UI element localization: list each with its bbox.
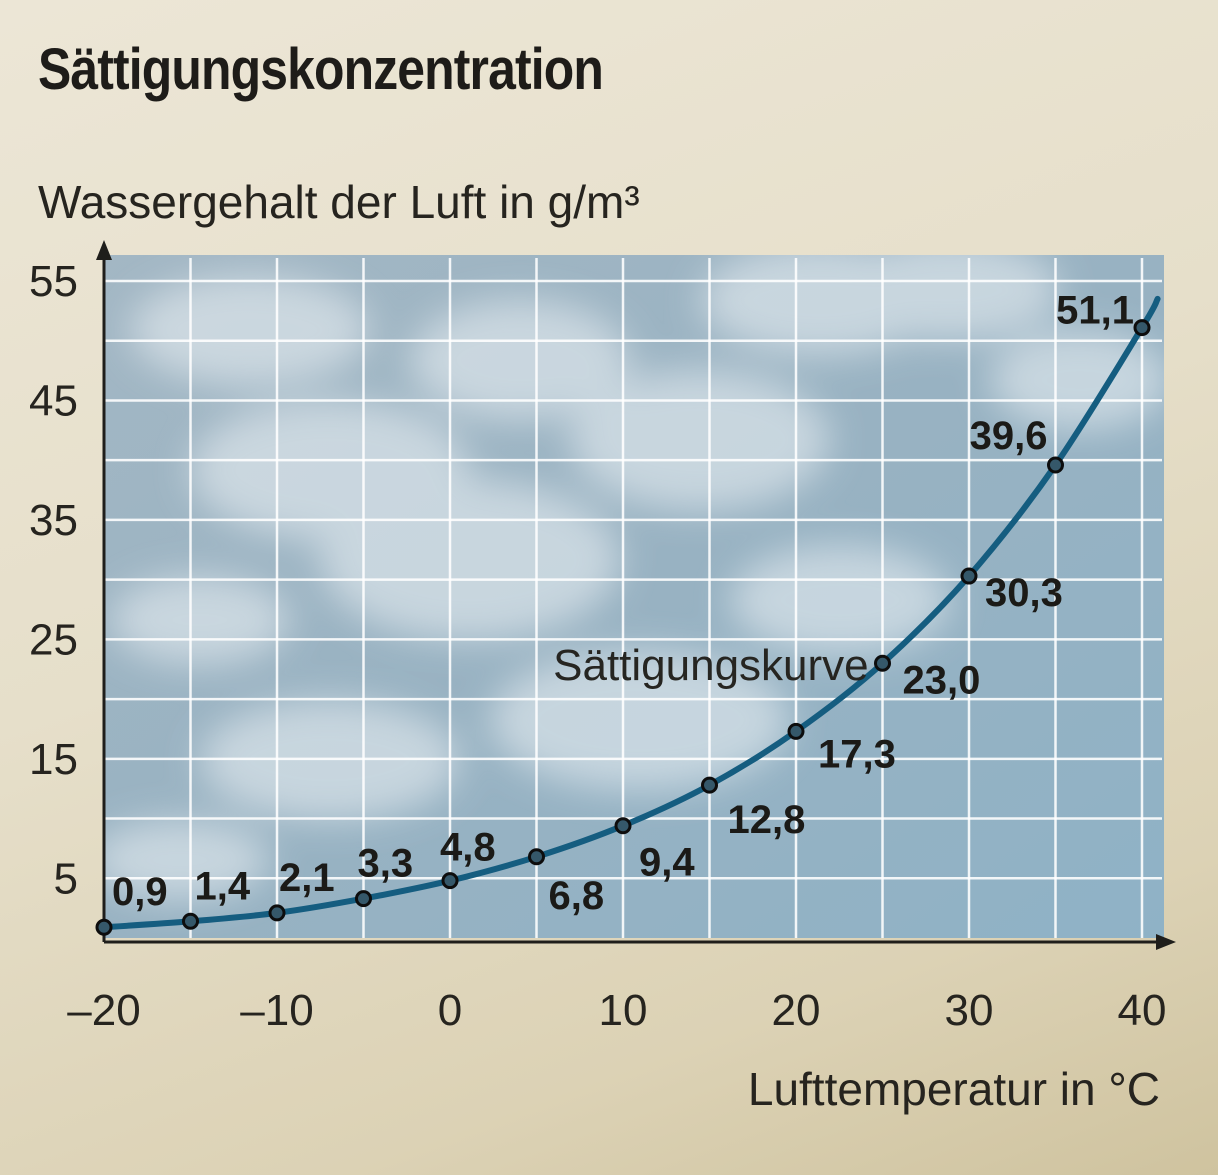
x-tick-label: 20 xyxy=(772,986,821,1035)
data-label: 3,3 xyxy=(358,842,414,886)
x-tick-labels: –20 –10 0 10 20 30 40 xyxy=(67,986,1166,1035)
data-point xyxy=(441,872,459,890)
x-tick-label: –20 xyxy=(67,986,140,1035)
x-axis-label: Lufttemperatur in °C xyxy=(748,1063,1160,1115)
x-tick-label: 0 xyxy=(438,986,462,1035)
x-tick-label: 40 xyxy=(1118,986,1167,1035)
data-label: 39,6 xyxy=(970,414,1048,458)
y-tick-label: 25 xyxy=(29,615,78,664)
grid-lines xyxy=(102,258,1162,938)
y-tick-label: 5 xyxy=(54,854,78,903)
x-tick-label: –10 xyxy=(240,986,313,1035)
data-label: 17,3 xyxy=(818,732,896,776)
data-label: 0,9 xyxy=(112,870,168,914)
data-point xyxy=(614,817,632,835)
x-tick-label: 30 xyxy=(945,986,994,1035)
saturation-curve-line xyxy=(101,295,1161,931)
chart-title: Sättigungskonzentration xyxy=(38,37,604,102)
y-axis-label: Wassergehalt der Luft in g/m³ xyxy=(38,176,640,228)
data-point xyxy=(355,890,372,908)
data-point xyxy=(182,912,199,930)
y-tick-label: 15 xyxy=(29,735,78,784)
data-label: 2,1 xyxy=(279,856,335,900)
data-labels: 0,9 1,4 2,1 3,3 4,8 6,8 9,4 12,8 17,323,030,3 39,… xyxy=(112,289,1134,918)
data-label: 9,4 xyxy=(639,841,695,885)
data-point xyxy=(1047,456,1064,474)
data-point xyxy=(95,918,113,936)
data-point xyxy=(874,654,891,672)
data-label: 51,1 xyxy=(1056,289,1134,333)
data-point xyxy=(268,904,286,922)
data-points xyxy=(95,319,1151,936)
x-axis-arrow-icon xyxy=(1156,934,1176,950)
data-point xyxy=(960,567,978,585)
data-point xyxy=(787,722,805,740)
x-tick-label: 10 xyxy=(599,986,648,1035)
curve-label: Sättigungskurve xyxy=(553,641,869,690)
y-tick-labels: 5 15 25 35 45 55 xyxy=(29,257,78,903)
axes xyxy=(96,240,1176,950)
data-point xyxy=(528,848,545,866)
y-tick-label: 55 xyxy=(29,257,78,306)
y-tick-label: 45 xyxy=(29,376,78,425)
y-axis-arrow-icon xyxy=(96,240,112,260)
data-label: 4,8 xyxy=(440,826,496,870)
data-point xyxy=(1133,319,1151,337)
data-label: 6,8 xyxy=(549,874,605,918)
y-tick-label: 35 xyxy=(29,496,78,545)
data-label: 1,4 xyxy=(195,864,251,908)
data-label: 23,0 xyxy=(903,658,981,702)
data-label: 30,3 xyxy=(985,571,1063,615)
data-label: 12,8 xyxy=(728,798,806,842)
data-point xyxy=(701,776,718,794)
